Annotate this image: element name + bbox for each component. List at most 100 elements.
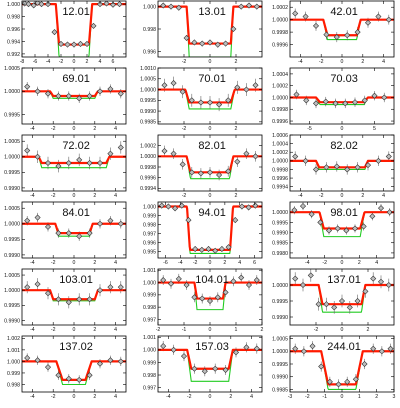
x-tick-label: 0 xyxy=(209,193,212,199)
x-tick-label: 4 xyxy=(382,193,385,199)
data-point xyxy=(96,88,104,95)
panel-title: 103.01 xyxy=(59,274,93,286)
data-point xyxy=(307,272,314,279)
x-tick-label: -2 xyxy=(187,394,192,400)
x-tick-label: -4 xyxy=(30,394,35,400)
plot-area xyxy=(22,278,126,309)
y-tick-label: 1.0005 xyxy=(4,206,20,212)
data-point xyxy=(160,343,167,350)
data-point xyxy=(96,1,104,8)
panel-69-01: -4 -2 0 2 4 0.9995 1.0000 1.0005 69.01 xyxy=(4,66,127,132)
plot-area xyxy=(290,89,394,109)
data-point xyxy=(96,159,104,167)
y-tick-label: 1.0000 xyxy=(4,155,20,161)
data-point xyxy=(192,245,199,252)
data-point xyxy=(333,34,340,41)
y-tick-label: 1.000 xyxy=(143,348,156,354)
y-tick-label: 1.001 xyxy=(7,348,20,354)
y-tick-label: 0.997 xyxy=(143,317,156,323)
panel-103-01: -4 -2 0 2 4 0.9990 0.9995 1.0000 1.0005 103.01 xyxy=(4,268,127,333)
data-point xyxy=(323,31,330,38)
data-point xyxy=(252,82,259,89)
plot-area xyxy=(158,145,262,181)
alt-model-curve xyxy=(22,223,126,237)
data-point xyxy=(34,1,41,6)
data-point xyxy=(225,168,232,175)
x-tick-label: 2 xyxy=(261,327,264,333)
x-tick-label: -4 xyxy=(30,126,35,132)
x-tick-label: 4 xyxy=(114,394,117,400)
plot-area xyxy=(158,272,262,311)
data-point xyxy=(167,280,175,287)
y-tick-label: 0.9990 xyxy=(4,186,20,192)
data-point xyxy=(243,150,250,157)
x-tick-label: 2 xyxy=(93,260,96,266)
data-point xyxy=(214,294,221,301)
y-tick-label: 1.0000 xyxy=(4,222,20,228)
y-tick-label: 1.000 xyxy=(7,2,20,8)
panel-title: 69.01 xyxy=(62,73,90,85)
data-point xyxy=(243,86,250,93)
x-tick-label: 2 xyxy=(375,394,378,400)
y-tick-label: 1.0000 xyxy=(140,154,156,160)
y-tick-label: 0.999 xyxy=(143,213,156,219)
data-point xyxy=(300,348,307,355)
panel-104-01: -2 -1 0 1 2 0.997 0.998 0.999 1.000 1.001 104.01 xyxy=(143,268,264,333)
data-point xyxy=(170,150,177,157)
y-tick-label: 0.996 xyxy=(143,49,156,55)
x-tick-label: 0 xyxy=(73,260,76,266)
data-point xyxy=(232,349,240,356)
x-tick-label: -2 xyxy=(51,260,56,266)
plot-area xyxy=(158,202,262,255)
data-point xyxy=(216,171,223,179)
y-tick-label: 0.9996 xyxy=(272,176,288,182)
panel-98-01: -4 -2 0 2 4 0.9980 0.9985 0.9990 0.9995 1.0000 98.… xyxy=(272,201,395,266)
data-point xyxy=(252,153,259,160)
y-tick-label: 1.001 xyxy=(143,268,156,274)
plot-area xyxy=(158,341,262,382)
data-point xyxy=(377,205,385,212)
plot-area xyxy=(290,341,394,390)
y-tick-label: 1.0000 xyxy=(272,210,288,216)
data-point xyxy=(232,217,239,224)
data-point xyxy=(245,2,253,9)
data-point xyxy=(361,97,368,104)
data-point xyxy=(55,163,62,170)
data-point xyxy=(167,3,175,10)
data-point xyxy=(370,345,377,352)
y-tick-label: 1.0000 xyxy=(272,95,288,101)
y-tick-label: 1.0002 xyxy=(272,5,288,11)
data-point xyxy=(385,16,392,23)
x-tick-label: -4 xyxy=(30,327,35,333)
data-point xyxy=(191,39,198,46)
y-tick-label: 1.0006 xyxy=(272,133,288,139)
data-point xyxy=(243,344,250,351)
data-point xyxy=(44,159,52,167)
data-point xyxy=(55,92,62,100)
data-point xyxy=(292,275,299,282)
data-point xyxy=(375,13,382,20)
panel-title: 98.01 xyxy=(330,207,358,219)
y-tick-label: 1.0000 xyxy=(140,87,156,93)
data-point xyxy=(191,365,198,372)
data-point xyxy=(24,83,31,90)
data-point xyxy=(86,159,93,167)
panel-13-01: -2 0 2 0.996 0.998 1.000 13.01 xyxy=(143,0,263,65)
y-tick-label: 0.9994 xyxy=(140,186,156,192)
data-point xyxy=(185,217,192,224)
data-point xyxy=(117,358,124,365)
data-point xyxy=(170,346,177,353)
y-tick-label: 1.0000 xyxy=(272,18,288,24)
data-point xyxy=(225,97,232,104)
y-tick-label: 0.9996 xyxy=(272,119,288,125)
data-point xyxy=(191,294,198,301)
x-tick-label: 4 xyxy=(114,193,117,199)
data-point xyxy=(322,98,329,105)
data-point xyxy=(107,217,114,224)
data-point xyxy=(323,164,330,171)
data-point xyxy=(354,164,361,171)
data-point xyxy=(55,230,62,237)
panel-82-01: -2 0 2 0.9994 0.9996 0.9998 1.0000 1.0002 82.01 xyxy=(140,134,263,199)
plot-area xyxy=(22,1,126,57)
